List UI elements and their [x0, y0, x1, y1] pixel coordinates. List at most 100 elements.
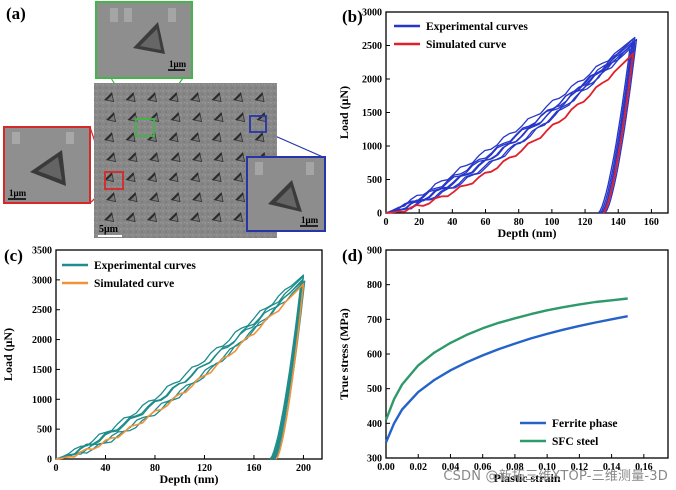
scalebar-green-label: 1μm [169, 59, 187, 69]
x-tick-label: 60 [481, 217, 491, 228]
inset-blue: 1μm [246, 156, 326, 232]
indent-mark-inner [216, 155, 223, 161]
indent-mark-inner [193, 175, 199, 181]
chart-c: (c) 0 500 1000 1500 2000 2500 3000 3500 0 40 80 120… [1, 246, 323, 486]
indent-mark-inner [257, 135, 264, 141]
y-axis-label: True stress (MPa) [338, 308, 351, 400]
inset-red: 1μm [3, 126, 91, 204]
indent-mark-inner [128, 215, 135, 221]
series-experimental-curve [385, 44, 633, 214]
y-tick-label: 400 [367, 419, 382, 430]
y-tick-label: 2500 [362, 41, 382, 52]
indent-mark-inner [152, 195, 158, 201]
indent-mark-inner [171, 215, 178, 221]
panel-a: (a) 5μm [0, 0, 338, 245]
series-experimental-curve [55, 274, 305, 460]
indent-mark-inner [130, 115, 137, 121]
indent-mark-inner [109, 155, 115, 161]
y-tick-label: 500 [367, 384, 382, 395]
x-tick-label: 0.10 [538, 462, 556, 473]
x-tick-label: 40 [100, 463, 110, 474]
inset-green: 1μm [95, 1, 193, 79]
indent-mark-inner [152, 155, 158, 161]
x-tick-label: 100 [544, 217, 559, 228]
indent-mark-inner [236, 135, 242, 141]
indent-mark-inner [193, 215, 199, 221]
x-tick-label: 20 [414, 217, 424, 228]
indent-mark-inner [214, 175, 221, 181]
indent-mark-inner [195, 155, 201, 161]
indent-mark-inner [236, 175, 242, 181]
panel-d: (d) 300 400 500 600 700 800 900 0.00 0.02 0.04 0.0… [338, 245, 676, 490]
chart-d: (d) 300 400 500 600 700 800 900 0.00 0.02 0.04 0.0… [338, 246, 669, 485]
indent-mark-inner [130, 195, 137, 201]
indent-mark-inner [128, 175, 135, 181]
series-experimental-curve [385, 42, 636, 214]
scalebar-red-label: 1μm [9, 188, 27, 198]
legend-label: Simulated curve [426, 39, 506, 51]
indent-mark-inner [193, 95, 199, 101]
indent-mark-inner [195, 195, 201, 201]
marker-blue [249, 115, 267, 133]
x-tick-label: 0.12 [571, 462, 589, 473]
indent-mark-inner [216, 195, 223, 201]
watermark: CSDN @新拓三维XTOP-三维测量-3D [443, 469, 668, 484]
y-axis-label: Load (μN) [1, 328, 15, 381]
series-experimental-curve [385, 48, 631, 214]
x-tick-label: 0.02 [409, 462, 427, 473]
series-experimental-curve [55, 282, 302, 460]
x-tick-label: 0 [384, 217, 389, 228]
x-tick-label: 0.04 [442, 462, 460, 473]
indent-mark-inner [107, 215, 113, 221]
y-tick-label: 900 [367, 246, 382, 257]
marker-green [135, 118, 155, 137]
indent-mark-inner [193, 135, 199, 141]
series-experimental-curve [385, 36, 636, 214]
legend-label: Ferrite phase [552, 418, 617, 430]
y-tick-label: 500 [37, 425, 52, 436]
y-tick-label: 1500 [362, 108, 382, 119]
indent-mark-inner [150, 95, 156, 101]
series-line-sfc-steel [384, 297, 628, 421]
y-tick-label: 700 [367, 315, 382, 326]
indent-mark-inner [150, 175, 156, 181]
x-tick-label: 80 [150, 463, 160, 474]
x-axis-label: Depth (nm) [498, 226, 557, 240]
scalebar-main-label: 5μm [99, 224, 119, 235]
y-axis-label: Load (μN) [338, 86, 351, 139]
series-experimental-curve [385, 38, 634, 214]
y-tick-label: 3000 [362, 8, 382, 19]
series-experimental-curve [55, 275, 305, 460]
y-tick-label: 2500 [32, 305, 52, 316]
plot-frame-d [385, 249, 669, 459]
series-line-ferrite-phase [384, 315, 628, 443]
indent-mark-inner [214, 215, 221, 221]
y-tick-label: 3000 [32, 275, 52, 286]
panel-d-label: (d) [342, 246, 363, 265]
indent-mark-inner [238, 195, 244, 201]
marker-red [104, 171, 124, 190]
y-tick-label: 600 [367, 350, 382, 361]
indent-mark-inner [171, 175, 178, 181]
scalebar-blue-label: 1μm [301, 215, 319, 225]
indent-mark-inner [171, 95, 178, 101]
indent-mark-inner [214, 135, 221, 141]
indent-mark-inner [109, 195, 115, 201]
y-tick-label: 2000 [32, 335, 52, 346]
indent-mark-inner [214, 95, 221, 101]
x-tick-label: 0.16 [635, 462, 653, 473]
indent-mark-inner [130, 155, 137, 161]
x-tick-label: 160 [644, 217, 659, 228]
y-tick-label: 2000 [362, 75, 382, 86]
x-tick-label: 0.06 [474, 462, 492, 473]
x-tick-label: 80 [514, 217, 524, 228]
x-tick-label: 0.14 [603, 462, 621, 473]
y-tick-label: 800 [367, 280, 382, 291]
legend-label: SFC steel [552, 436, 598, 448]
y-tick-label: 500 [367, 175, 382, 186]
y-tick-label: 3500 [32, 246, 52, 257]
indent-mark-inner [257, 95, 264, 101]
indent-mark-inner [236, 95, 242, 101]
series-experimental-curve [55, 279, 303, 460]
indent-mark-inner [171, 135, 178, 141]
